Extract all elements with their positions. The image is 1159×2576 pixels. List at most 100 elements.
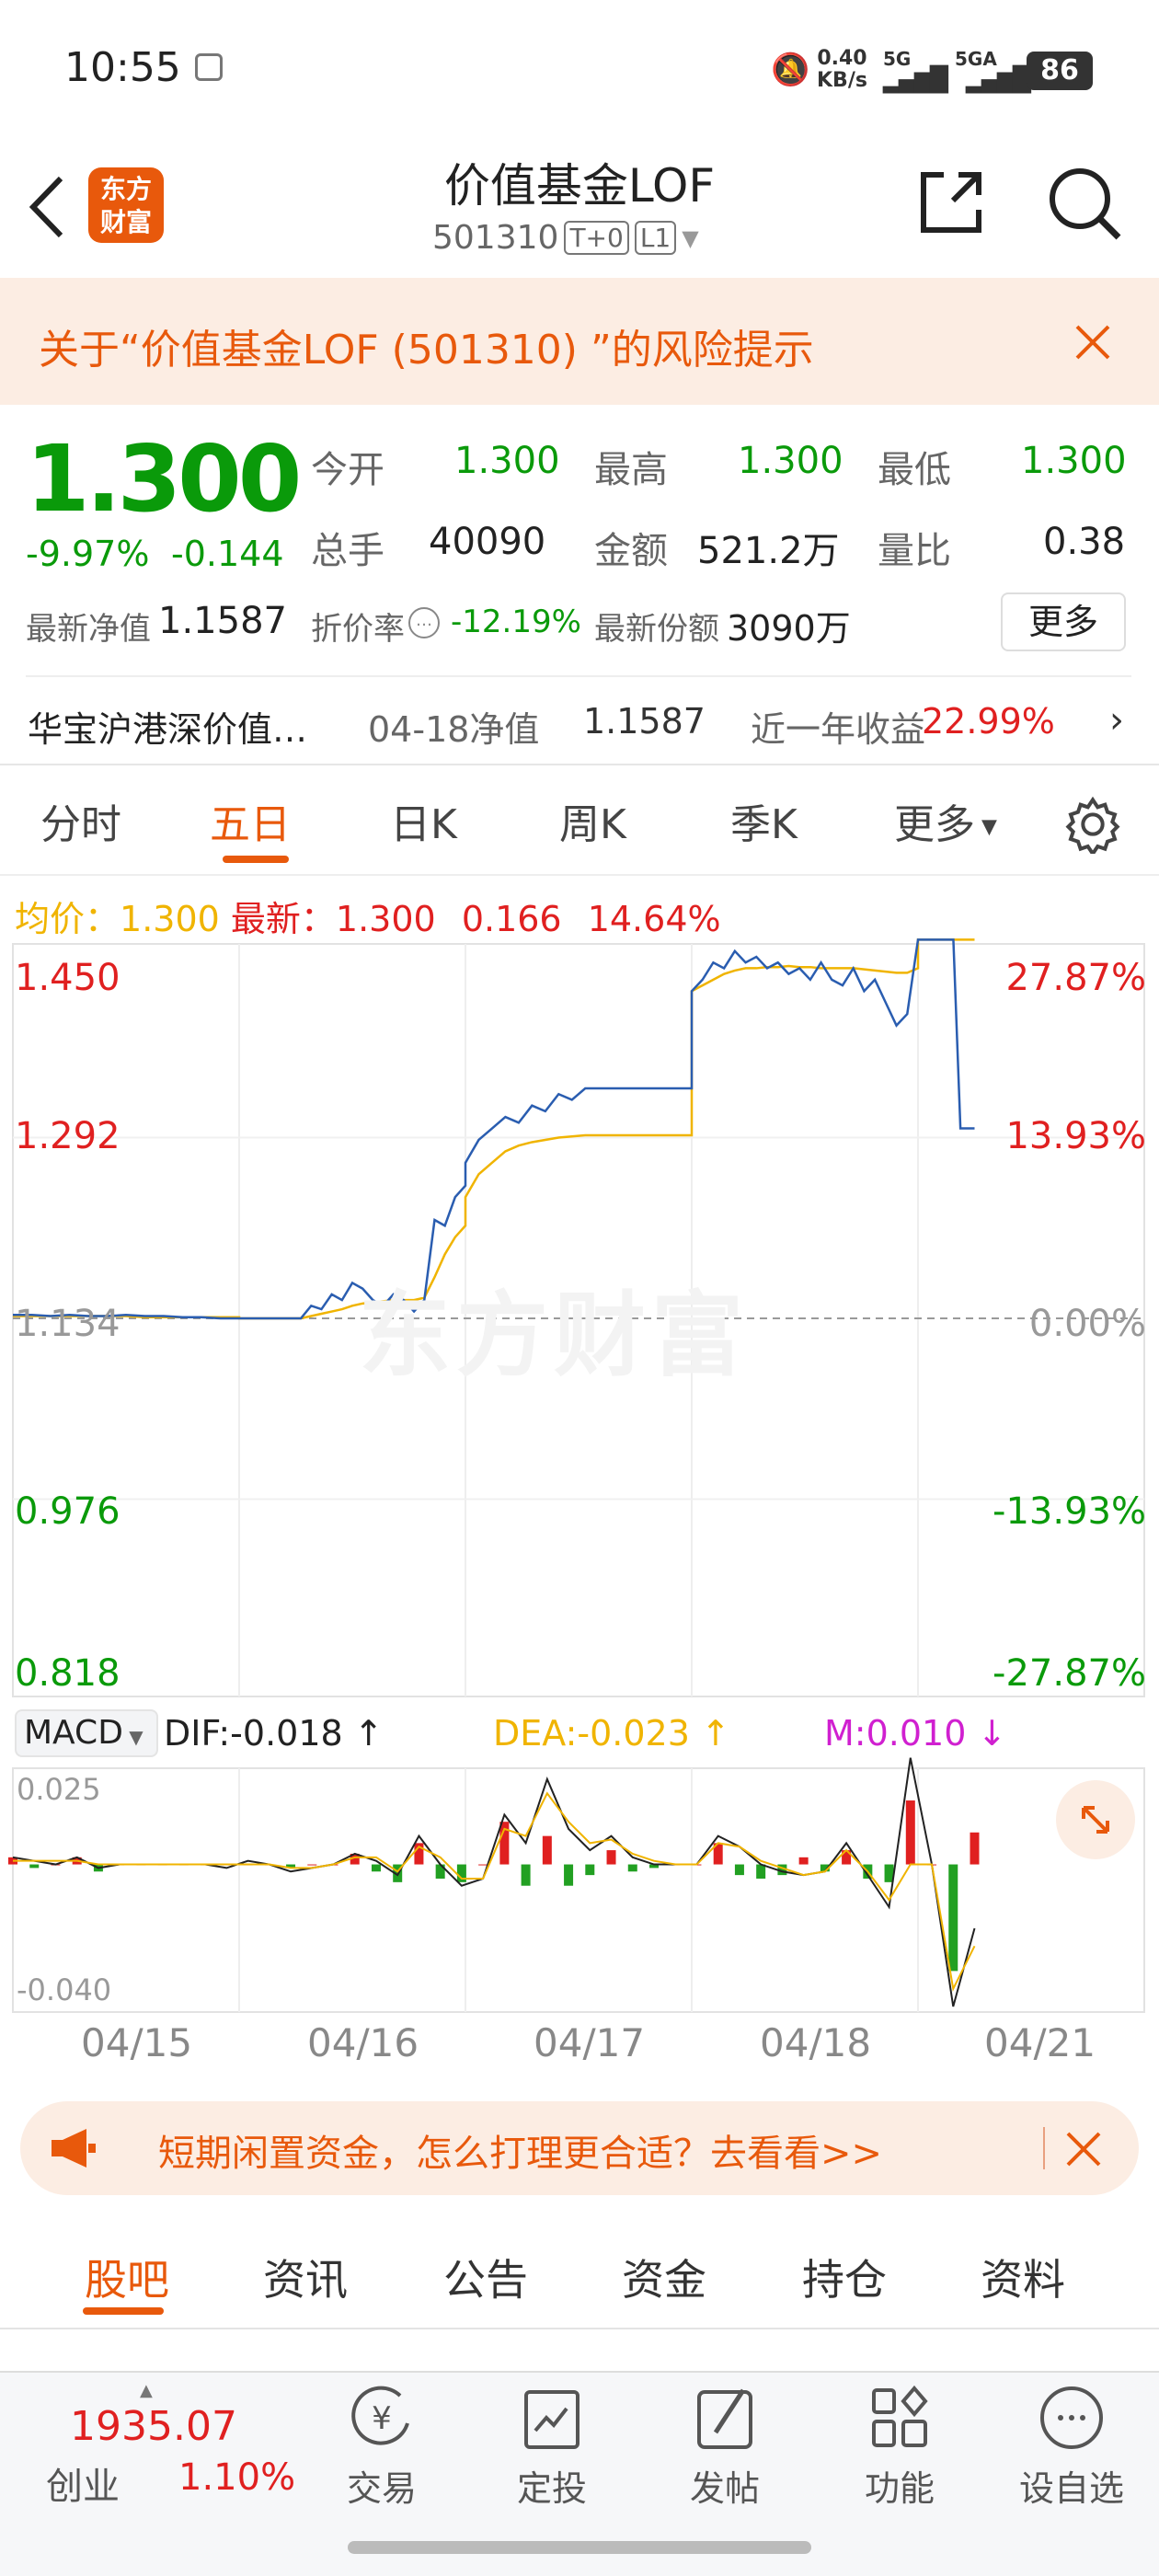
app-notification-icon [195,53,223,81]
tab-weekly-k[interactable]: 周K [559,801,626,848]
y-tick-left: 0.976 [15,1490,120,1533]
macd-bar [606,1850,616,1865]
y-tick-right: 0.00% [1028,1303,1146,1345]
mute-icon: 🔕 [771,52,810,88]
nav-functions[interactable]: 功能 [831,2383,969,2511]
tab-more[interactable]: 更多 ▼ [894,801,997,848]
macd-bar [585,1864,595,1876]
macd-bar [435,1864,445,1879]
home-indicator[interactable] [348,2541,811,2554]
promo-banner[interactable]: 短期闲置资金，怎么打理更合适？去看看>> [20,2101,1139,2195]
macd-bar [29,1864,40,1869]
signal-icon-2: ▂▄▆█ [966,66,1031,94]
x-tick: 04/18 [760,2020,872,2065]
close-icon[interactable] [1065,2131,1102,2168]
latest-label: 最新： [230,899,336,939]
tab-funds-flow[interactable]: 资金 [622,2255,706,2305]
dif-line [12,1757,976,2007]
macd-y-max: 0.025 [17,1772,101,1807]
amount-value: 521.2万 [697,530,840,572]
net-speed: 0.40 KB/s [817,47,867,92]
macd-bar [499,1822,510,1865]
macd-bar [350,1853,360,1865]
macd-bar [905,1800,915,1865]
back-icon[interactable] [26,175,66,239]
current-price: 1.300 [26,425,302,533]
discount-label: 折价率 [311,611,405,648]
macd-bar [842,1850,852,1865]
status-bar: 10:55 🔕 0.40 KB/s 5G ▂▄▆█ 5GA ▂▄▆█ 86 [0,0,1159,129]
nav-add-watchlist[interactable]: 设自选 [1003,2383,1141,2511]
macd-selector[interactable]: MACD ▼ [15,1709,158,1757]
divider [0,764,1159,765]
risk-banner-text[interactable]: 关于“价值基金LOF (501310) ”的风险提示 [39,327,814,374]
watermark-logo: 东方财富 [359,1282,749,1389]
macd-bar [649,1864,659,1869]
volume-ratio-value: 0.38 [1043,521,1126,563]
y-tick-right: -13.93% [993,1490,1146,1533]
macd-dif: DIF:-0.018 ↑ [164,1713,384,1754]
tab-profile[interactable]: 资料 [981,2255,1065,2305]
macd-bar [627,1864,637,1872]
search-icon[interactable] [1045,164,1124,243]
x-tick: 04/16 [307,2020,419,2065]
divider [0,874,1159,876]
chart-frame [12,943,1145,1697]
macd-bar [456,1864,466,1882]
share-icon[interactable] [916,167,986,237]
tab-intraday[interactable]: 分时 [40,801,121,848]
low-value: 1.300 [1021,440,1127,482]
nav-auto-invest[interactable]: 定投 [483,2383,621,2511]
price-line [13,938,975,1320]
more-button[interactable]: 更多 [1001,592,1126,651]
l1-badge: L1 [634,221,677,255]
expand-chart-button[interactable] [1056,1780,1135,1859]
tab-five-day[interactable]: 五日 [210,801,291,848]
tab-news[interactable]: 资讯 [263,2255,348,2305]
macd-bar [564,1864,574,1886]
nav-label: 最新净值 [26,611,151,648]
macd-bar [307,1864,317,1866]
macd-frame [12,1767,1145,2013]
close-icon[interactable] [1074,324,1111,361]
macd-bar [756,1864,766,1879]
change-pct: -9.97% [26,534,150,574]
y-tick-left: 1.292 [15,1115,120,1157]
settings-gear-icon[interactable] [1063,795,1122,854]
divider [0,2328,1159,2329]
apps-grid-icon [872,2385,928,2447]
promo-text[interactable]: 短期闲置资金，怎么打理更合适？去看看>> [158,2133,883,2175]
tab-daily-k[interactable]: 日K [390,801,457,848]
tab-announcements[interactable]: 公告 [443,2255,528,2305]
dropdown-icon[interactable]: ▼ [682,224,699,251]
app-logo[interactable]: 东方财富 [88,167,164,243]
open-value: 1.300 [454,440,560,482]
tab-forum[interactable]: 股吧 [85,2255,169,2305]
y-tick-left: 0.818 [15,1652,120,1695]
tab-quarterly-k[interactable]: 季K [730,801,798,848]
active-tab-indicator [83,2307,164,2315]
fund-code: 501310 [432,219,559,257]
nav-value: 1.1587 [158,600,287,642]
battery-icon: 86 [1027,52,1093,90]
y-tick-right: 13.93% [1005,1115,1146,1157]
x-tick: 04/21 [984,2020,1096,2065]
tab-holdings[interactable]: 持仓 [802,2255,887,2305]
y-tick-right: 27.87% [1005,957,1146,999]
latest-change: 0.166 [461,899,562,939]
macd-bar [820,1864,830,1872]
index-pct: 1.10% [178,2456,296,2499]
nav-trade[interactable]: ¥ 交易 [313,2383,451,2511]
price-chart[interactable] [0,0,1159,2061]
linked-nav-value: 1.1587 [583,701,706,742]
y-tick-left: 1.450 [15,957,120,999]
signal-icon: ▂▄▆█ [883,66,948,94]
nav-post[interactable]: 发帖 [656,2383,794,2511]
macd-bar [542,1835,552,1865]
y-tick-right: -27.87% [993,1652,1146,1695]
linked-fund-row[interactable]: 华宝沪港深价值… 04-18净值 1.1587 近一年收益 22.99% › [0,681,1159,764]
risk-banner[interactable]: 关于“价值基金LOF (501310) ”的风险提示 [0,278,1159,405]
megaphone-icon [52,2129,96,2168]
page-title: 价值基金LOF [443,159,716,213]
info-icon[interactable]: … [408,607,440,638]
